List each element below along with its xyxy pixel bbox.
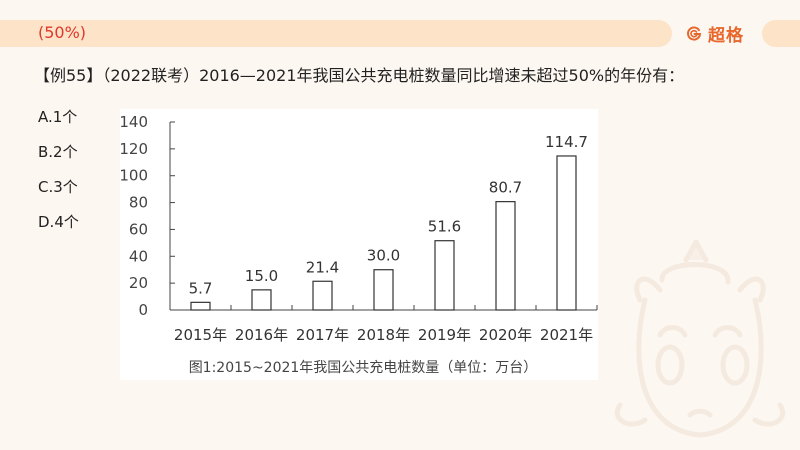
bar-chart: 0 20 40 60 80 100 120 140 5.7 2015年 15.0 2016年 21.4 2…	[119, 113, 598, 376]
x-category-label: 2016年	[235, 326, 288, 344]
bar-value-label: 80.7	[489, 179, 522, 197]
x-category-label: 2021年	[540, 326, 593, 344]
bar-value-label: 5.7	[189, 279, 213, 297]
bar	[434, 240, 455, 311]
unicorn-mascot-watermark	[615, 239, 785, 438]
option-d[interactable]: D.4个	[38, 213, 79, 231]
bar-value-label: 15.0	[245, 267, 278, 285]
bar-value-label: 30.0	[367, 247, 400, 265]
brand-g-icon	[687, 26, 702, 40]
y-tick-label: 100	[120, 167, 148, 185]
option-c[interactable]: C.3个	[38, 178, 78, 196]
bar-value-label: 114.7	[545, 133, 588, 151]
y-tick-label: 80	[129, 194, 148, 212]
x-category-label: 2019年	[418, 326, 471, 344]
bar	[312, 280, 333, 311]
bar	[251, 289, 272, 311]
y-tick-label: 120	[120, 140, 148, 158]
bar	[190, 301, 211, 311]
x-category-label: 2020年	[479, 326, 532, 344]
chart-panel: 0 20 40 60 80 100 120 140 5.7 2015年 15.0 2016年 21.4 2…	[119, 109, 598, 380]
bar	[556, 155, 577, 311]
bar-value-label: 21.4	[306, 258, 339, 276]
chart-caption: 图1:2015~2021年我国公共充电桩数量（单位：万台）	[189, 359, 538, 376]
bar	[373, 269, 394, 311]
header-pill-decoration	[762, 20, 800, 47]
y-tick-label: 20	[129, 274, 148, 292]
y-tick-label: 40	[129, 247, 148, 265]
brand-name: 超格	[708, 26, 744, 46]
option-a[interactable]: A.1个	[38, 108, 78, 126]
x-category-label: 2017年	[296, 326, 349, 344]
answer-options: A.1个 B.2个 C.3个 D.4个	[38, 100, 79, 240]
y-tick-label: 140	[120, 113, 148, 131]
y-tick-label: 0	[138, 301, 148, 319]
brand-logo: 超格	[686, 20, 744, 47]
x-category-label: 2018年	[357, 326, 410, 344]
bar-value-label: 51.6	[428, 218, 461, 236]
option-b[interactable]: B.2个	[38, 143, 78, 161]
question-text: 【例55】（2022联考）2016—2021年我国公共充电桩数量同比增速未超过5…	[34, 66, 685, 85]
y-tick-label: 60	[129, 220, 148, 238]
x-category-label: 2015年	[174, 326, 227, 344]
section-percent-label: (50%)	[38, 23, 87, 42]
section-header-bar	[0, 20, 672, 47]
bar	[495, 201, 516, 311]
